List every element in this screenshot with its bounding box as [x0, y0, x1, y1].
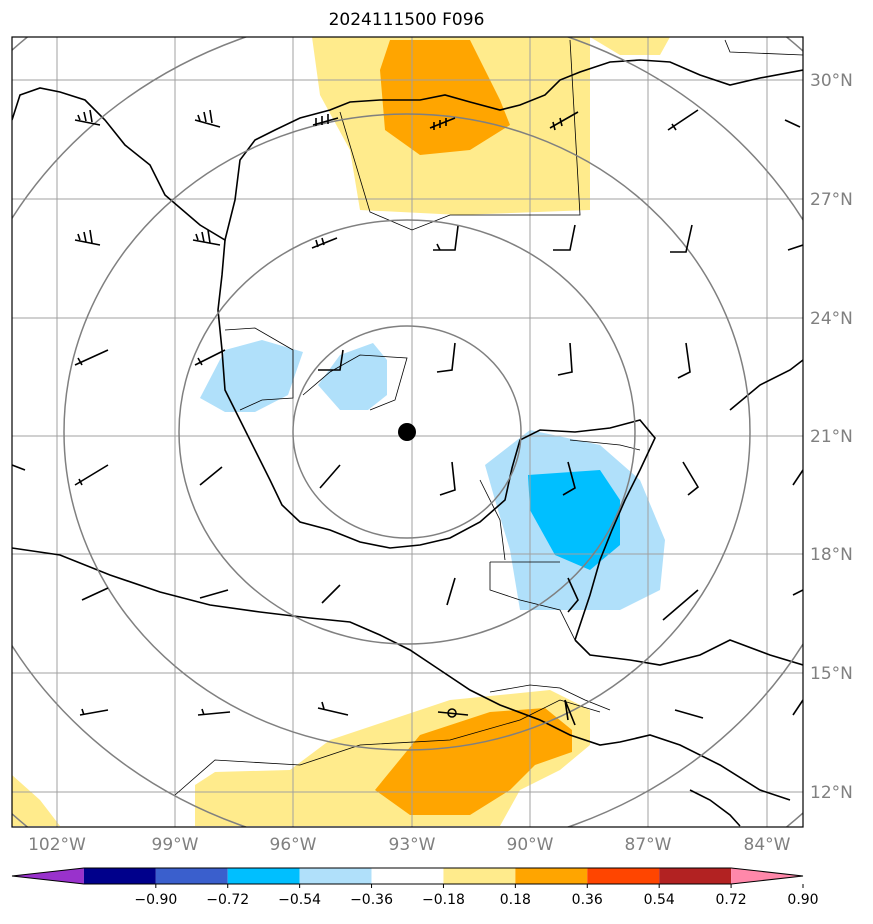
negative-anomaly-gulf: [200, 340, 387, 412]
graticule: [12, 37, 803, 827]
colorbar-max-extend: [731, 868, 803, 884]
wind-barbs: [74, 109, 803, 726]
colorbar-tick-label: −0.36: [350, 892, 393, 908]
colorbar-tick-label: −0.72: [206, 892, 249, 908]
colorbar-swatch: [155, 868, 228, 884]
map-title: 2024111500 F096: [328, 10, 485, 30]
lat-label-15n: 15°N: [810, 664, 853, 684]
lon-label-99w: 99°W: [152, 835, 199, 855]
lat-label-24n: 24°N: [810, 309, 853, 329]
colorbar: −0.90 −0.72 −0.54 −0.36 −0.18 0.18 0.36 0.54 0.7…: [11, 867, 819, 908]
colorbar-swatch: [515, 868, 588, 884]
negative-anomaly-yucatan: [485, 430, 665, 610]
longitude-labels: 102°W 99°W 96°W 93°W 90°W 87°W 84°W: [28, 835, 791, 855]
lat-label-21n: 21°N: [810, 427, 853, 447]
colorbar-swatch: [443, 868, 516, 884]
small-island-marker: [447, 708, 457, 718]
colorbar-tick-label: 0.54: [644, 892, 675, 908]
lon-label-90w: 90°W: [507, 835, 554, 855]
colorbar-tick-label: 0.36: [572, 892, 603, 908]
storm-center-marker: [398, 423, 416, 441]
lat-label-30n: 30°N: [810, 71, 853, 91]
lon-label-93w: 93°W: [389, 835, 436, 855]
lon-label-102w: 102°W: [28, 835, 86, 855]
colorbar-tick-label: 0.90: [787, 892, 818, 908]
colorbar-swatch: [83, 868, 156, 884]
colorbar-swatch: [659, 868, 732, 884]
colorbar-swatch: [227, 868, 300, 884]
colorbar-tick-label: −0.18: [422, 892, 465, 908]
colorbar-tick-label: 0.18: [500, 892, 531, 908]
borders: [174, 39, 803, 796]
map-frame: [11, 36, 804, 828]
colorbar-min-extend: [12, 868, 84, 884]
lat-label-18n: 18°N: [810, 545, 853, 565]
latitude-labels: 30°N 27°N 24°N 21°N 18°N 15°N 12°N: [810, 71, 853, 803]
lat-label-12n: 12°N: [810, 783, 853, 803]
colorbar-tick-label: −0.54: [278, 892, 321, 908]
lon-label-84w: 84°W: [744, 835, 791, 855]
colorbar-swatch: [371, 868, 444, 884]
colorbar-tick-label: −0.90: [134, 892, 177, 908]
colorbar-swatch: [299, 868, 372, 884]
colorbar-tick-label: 0.72: [716, 892, 747, 908]
colorbar-outline: [11, 867, 804, 885]
colorbar-swatch: [587, 868, 660, 884]
positive-anomaly-north: [312, 37, 670, 215]
lon-label-87w: 87°W: [625, 835, 672, 855]
lon-label-96w: 96°W: [270, 835, 317, 855]
positive-anomaly-south: [12, 690, 590, 826]
lat-label-27n: 27°N: [810, 190, 853, 210]
